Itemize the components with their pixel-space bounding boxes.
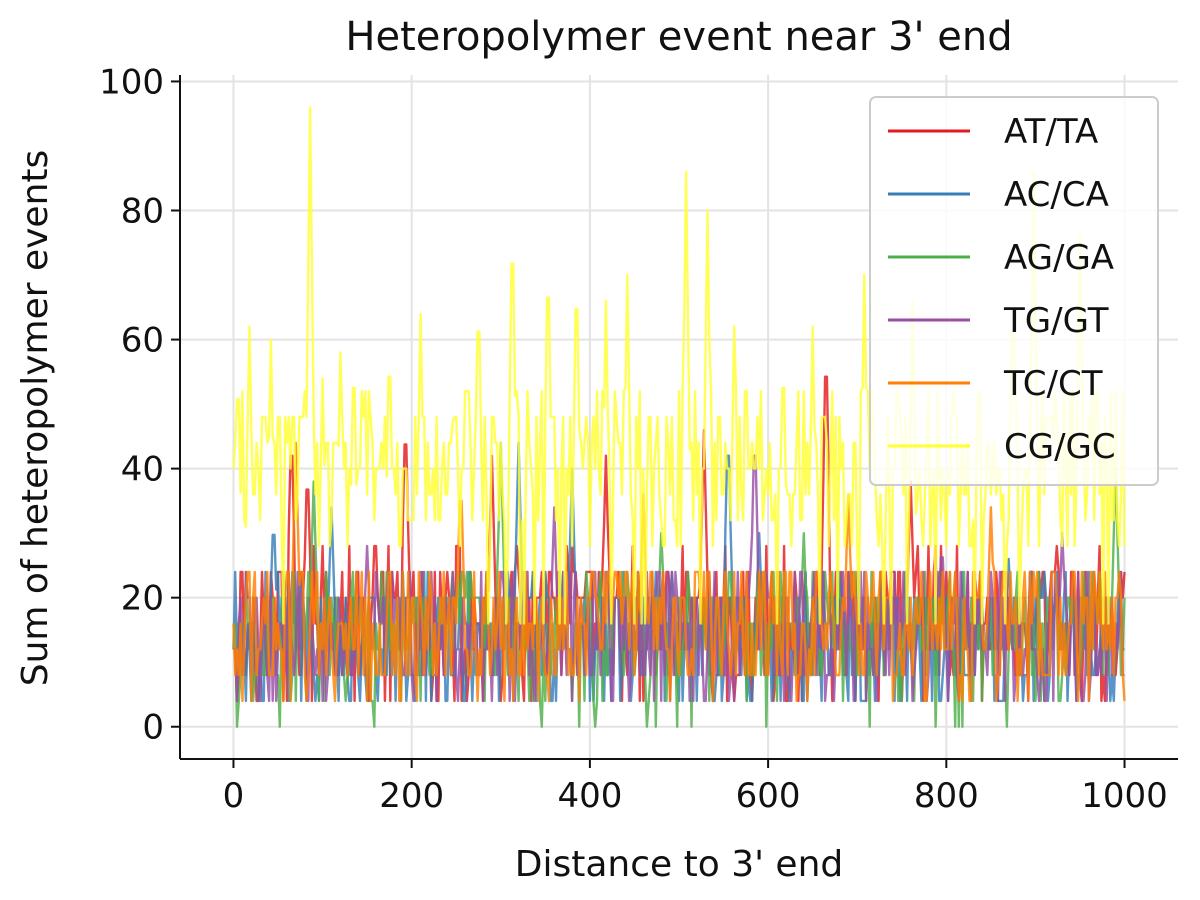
legend-label: TG/GT [1003,301,1109,341]
axes [179,75,1178,760]
x-tick-label: 0 [223,776,245,816]
legend-label: TC/CT [1003,364,1103,404]
chart-title: Heteropolymer event near 3' end [345,14,1012,60]
legend-label: AG/GA [1004,238,1114,278]
x-tick-label: 200 [379,776,444,816]
y-axis-label: Sum of heteropolymer events [15,150,56,687]
x-tick-label: 800 [914,776,979,816]
legend-label: CG/GC [1004,427,1116,467]
legend-label: AC/CA [1004,175,1109,215]
x-axis-label: Distance to 3' end [515,844,844,885]
x-tick-label: 400 [557,776,622,816]
x-tick-label: 600 [736,776,801,816]
y-tick-label: 40 [121,450,164,490]
series-lines [232,106,1126,728]
y-tick-label: 60 [121,321,164,361]
y-tick-label: 0 [142,708,164,748]
y-tick-label: 80 [121,192,164,232]
y-ticks: 0 20 40 60 80 100 [99,62,180,748]
legend-label: AT/TA [1004,112,1098,152]
legend: AT/TA AC/CA AG/GA TG/GT TC/CT CG/GC [869,96,1159,486]
x-tick-label: 1000 [1081,776,1168,816]
x-ticks: 0 200 400 600 800 1000 [223,759,1168,816]
series-line-5 [232,106,1126,625]
y-tick-label: 20 [121,579,164,619]
y-tick-label: 100 [99,62,164,102]
